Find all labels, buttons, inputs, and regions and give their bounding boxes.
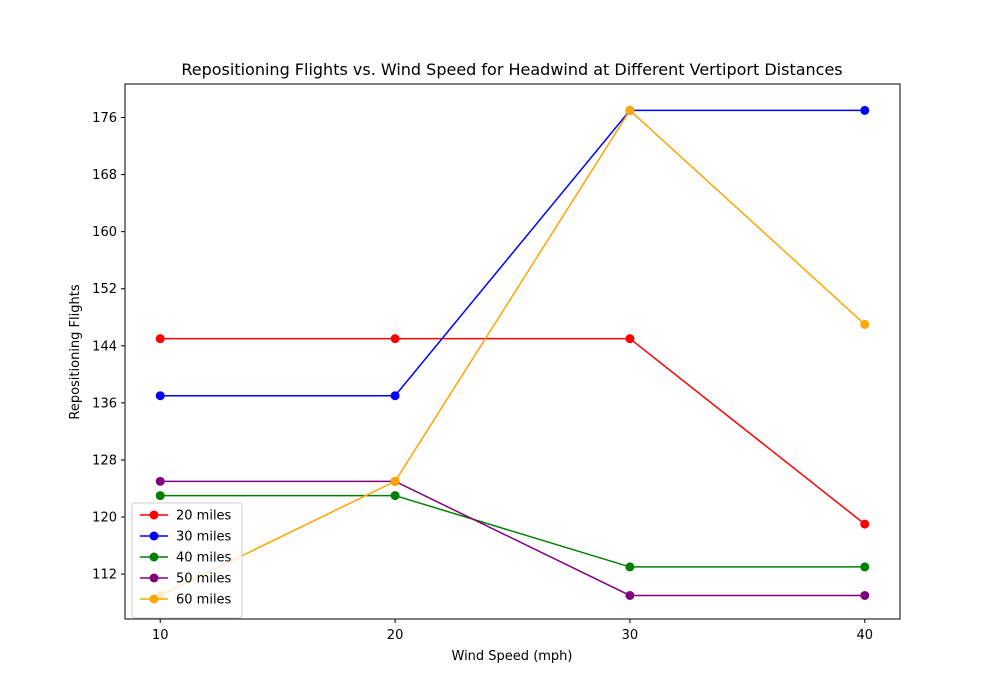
- y-tick-label: 136: [92, 396, 117, 411]
- series-40-miles: [155, 491, 870, 572]
- legend-item: 50 miles: [140, 572, 232, 587]
- data-point-20-miles: [390, 334, 400, 344]
- series-30-miles: [155, 105, 870, 401]
- data-point-20-miles: [155, 334, 165, 344]
- chart-title: Repositioning Flights vs. Wind Speed for…: [181, 60, 842, 79]
- y-tick-label: 128: [92, 453, 117, 468]
- legend-item: 60 miles: [140, 593, 232, 608]
- data-point-30-miles: [390, 391, 400, 401]
- data-point-40-miles: [155, 491, 165, 501]
- plot-area: [155, 105, 870, 600]
- legend-marker: [149, 552, 159, 562]
- data-point-60-miles: [625, 105, 635, 115]
- legend-label: 30 miles: [176, 530, 232, 545]
- series-20-miles: [155, 334, 870, 529]
- y-tick-label: 168: [92, 168, 117, 183]
- legend-label: 50 miles: [176, 572, 232, 587]
- series-60-miles: [155, 105, 870, 600]
- data-point-30-miles: [155, 391, 165, 401]
- legend-marker: [149, 531, 159, 541]
- legend-marker: [149, 594, 159, 604]
- series-line-50-miles: [160, 480, 865, 597]
- x-tick-label: 40: [856, 628, 873, 643]
- data-point-40-miles: [860, 562, 870, 572]
- y-tick-label: 176: [92, 111, 117, 126]
- y-tick-label: 112: [92, 568, 117, 583]
- y-axis-label: Repositioning Flights: [68, 284, 83, 419]
- series-line-30-miles: [160, 109, 865, 397]
- legend-item: 20 miles: [140, 509, 232, 524]
- legend-item: 40 miles: [140, 551, 232, 566]
- data-point-30-miles: [860, 105, 870, 115]
- data-point-60-miles: [390, 476, 400, 486]
- series-line-60-miles: [159, 109, 866, 597]
- legend: 20 miles 30 miles 40 miles 50 miles 60 miles: [131, 502, 243, 619]
- x-tick-label: 30: [622, 628, 639, 643]
- y-tick-label: 152: [92, 282, 117, 297]
- x-tick-label: 20: [387, 628, 404, 643]
- data-point-40-miles: [390, 491, 400, 501]
- y-tick-label: 144: [92, 339, 117, 354]
- legend-marker: [149, 510, 159, 520]
- legend-marker: [149, 573, 159, 583]
- data-point-50-miles: [860, 590, 870, 600]
- legend-item: 30 miles: [140, 530, 232, 545]
- legend-box: [131, 502, 243, 619]
- y-tick-label: 160: [92, 225, 117, 240]
- x-axis: 10 20 30 40: [152, 619, 873, 643]
- data-point-20-miles: [860, 519, 870, 529]
- data-point-50-miles: [625, 590, 635, 600]
- y-axis: 112 120 128 136 144 152 160 168 176: [92, 111, 125, 583]
- x-tick-label: 10: [152, 628, 169, 643]
- x-axis-label: Wind Speed (mph): [452, 649, 573, 664]
- data-point-40-miles: [625, 562, 635, 572]
- legend-label: 40 miles: [176, 551, 232, 566]
- legend-label: 60 miles: [176, 593, 232, 608]
- series-line-20-miles: [160, 337, 866, 525]
- data-point-60-miles: [860, 319, 870, 329]
- plot-frame: [124, 83, 901, 620]
- legend-label: 20 miles: [176, 509, 232, 524]
- data-point-20-miles: [625, 334, 635, 344]
- data-point-50-miles: [155, 476, 165, 486]
- series-line-40-miles: [160, 494, 865, 568]
- y-tick-label: 120: [92, 510, 117, 525]
